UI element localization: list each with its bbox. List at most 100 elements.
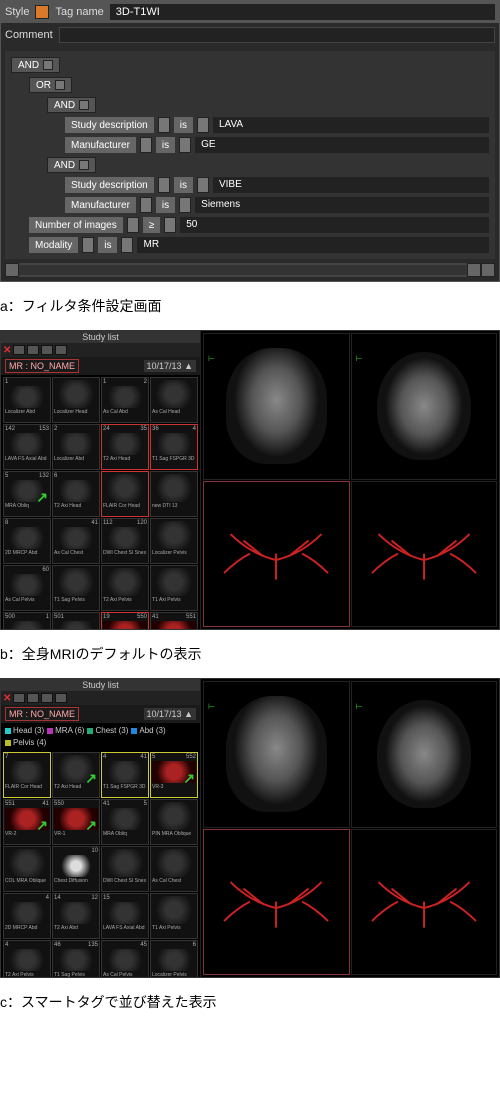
- study-row[interactable]: MR : NO_NAME 10/17/13 ▲: [1, 357, 200, 375]
- cmp-select[interactable]: is: [156, 197, 175, 213]
- thumbnail[interactable]: FLAIR Cor Head: [101, 471, 149, 517]
- thumbnail[interactable]: 1412T2 Axi Abd: [52, 893, 100, 939]
- thumbnail[interactable]: new DTI 13: [150, 471, 198, 517]
- dropdown-icon[interactable]: [79, 100, 89, 110]
- scroll-right-icon[interactable]: [467, 263, 481, 277]
- thumbnail[interactable]: 364T1 Sag FSPGR 3D: [150, 424, 198, 470]
- scroll-track[interactable]: [19, 265, 467, 275]
- thumbnail[interactable]: 41As Cal Chest: [52, 518, 100, 564]
- view-vessel-1[interactable]: [203, 481, 350, 628]
- thumbnail[interactable]: T2 Axi Pelvis: [101, 565, 149, 611]
- thumbnail[interactable]: 550VR-1↗: [52, 799, 100, 845]
- thumbnail[interactable]: 55141VR-2↗: [3, 799, 51, 845]
- thumbnail[interactable]: T2 Axi Head↗: [52, 752, 100, 798]
- cmp-select[interactable]: is: [174, 117, 193, 133]
- op-and-root[interactable]: AND: [11, 57, 60, 73]
- dropdown-icon[interactable]: [158, 177, 170, 193]
- thumbnail[interactable]: 5552VR-3↗: [150, 752, 198, 798]
- field-select[interactable]: Modality: [29, 237, 78, 253]
- tool-icon[interactable]: [27, 345, 39, 355]
- value-input[interactable]: Siemens: [195, 197, 489, 213]
- tag-chip[interactable]: Chest (3): [87, 726, 128, 735]
- view-vessel-1[interactable]: [203, 829, 350, 976]
- value-input[interactable]: VIBE: [213, 177, 489, 193]
- view-vessel-2[interactable]: [351, 481, 498, 628]
- view-coronal[interactable]: ⊢: [203, 333, 350, 480]
- cmp-select[interactable]: ≥: [143, 217, 161, 233]
- dropdown-icon[interactable]: [179, 197, 191, 213]
- dropdown-icon[interactable]: [127, 217, 139, 233]
- tagname-value[interactable]: 3D-T1WI: [110, 4, 495, 20]
- thumbnail[interactable]: COL MRA Oblique: [3, 846, 51, 892]
- dropdown-icon[interactable]: [197, 117, 209, 133]
- field-select[interactable]: Manufacturer: [65, 197, 136, 213]
- thumbnail[interactable]: 5001COL MRA Oblique: [3, 612, 51, 629]
- thumbnail[interactable]: 41551VR-2↗: [150, 612, 198, 629]
- thumbnail[interactable]: 2435T2 Axi Head: [101, 424, 149, 470]
- tag-chip[interactable]: MRA (6): [47, 726, 84, 735]
- thumbnail[interactable]: T1 Axi Pelvis: [150, 565, 198, 611]
- thumbnail[interactable]: 415MRA Obliq: [101, 799, 149, 845]
- thumbnail[interactable]: 82D MRCP Abd: [3, 518, 51, 564]
- dropdown-icon[interactable]: [158, 117, 170, 133]
- thumbnail[interactable]: 6T2 Axi Head: [52, 471, 100, 517]
- thumbnail[interactable]: 5132MRA Obliq↗: [3, 471, 51, 517]
- close-icon[interactable]: ✕: [3, 693, 11, 704]
- tag-chip[interactable]: Pelvis (4): [5, 738, 46, 747]
- thumbnail[interactable]: 7FLAIR Cor Head: [3, 752, 51, 798]
- scroll-end-icon[interactable]: [481, 263, 495, 277]
- tool-icon[interactable]: [13, 345, 25, 355]
- h-scrollbar[interactable]: [5, 263, 495, 277]
- dropdown-icon[interactable]: [55, 80, 65, 90]
- field-select[interactable]: Manufacturer: [65, 137, 136, 153]
- value-input[interactable]: 50: [180, 217, 489, 233]
- thumbnail[interactable]: 60As Cal Pelvis: [3, 565, 51, 611]
- scroll-left-icon[interactable]: [5, 263, 19, 277]
- thumbnail[interactable]: 10Chest Diffusion: [52, 846, 100, 892]
- field-select[interactable]: Number of images: [29, 217, 123, 233]
- dropdown-icon[interactable]: [82, 237, 94, 253]
- close-icon[interactable]: ✕: [3, 345, 11, 356]
- thumbnail[interactable]: 46135T1 Sag Pelvis: [52, 940, 100, 977]
- thumbnail[interactable]: 12As Cal Abd: [101, 377, 149, 423]
- thumbnail[interactable]: 6Localizer Pelvis: [150, 940, 198, 977]
- thumbnail[interactable]: 501PIN MRA Oblique: [52, 612, 100, 629]
- op-or[interactable]: OR: [29, 77, 72, 93]
- thumbnail[interactable]: 42D MRCP Abd: [3, 893, 51, 939]
- dropdown-icon[interactable]: [121, 237, 133, 253]
- op-and-g1[interactable]: AND: [47, 97, 96, 113]
- view-axial[interactable]: ⊢: [351, 681, 498, 828]
- dropdown-icon[interactable]: [43, 60, 53, 70]
- tool-icon[interactable]: [41, 345, 53, 355]
- thumbnail[interactable]: T1 Axi Pelvis: [150, 893, 198, 939]
- tool-icon[interactable]: [55, 693, 67, 703]
- thumbnail[interactable]: As Cal Head: [150, 377, 198, 423]
- value-input[interactable]: MR: [137, 237, 489, 253]
- thumbnail[interactable]: Localizer Pelvis: [150, 518, 198, 564]
- cmp-select[interactable]: is: [98, 237, 117, 253]
- cmp-select[interactable]: is: [156, 137, 175, 153]
- thumbnail[interactable]: 112120DWI Chest SI Snex: [101, 518, 149, 564]
- field-select[interactable]: Study description: [65, 177, 154, 193]
- op-and-g2[interactable]: AND: [47, 157, 96, 173]
- study-row[interactable]: MR : NO_NAME 10/17/13 ▲: [1, 705, 200, 723]
- dropdown-icon[interactable]: [179, 137, 191, 153]
- value-input[interactable]: GE: [195, 137, 489, 153]
- view-axial[interactable]: ⊢: [351, 333, 498, 480]
- style-swatch[interactable]: [35, 5, 49, 19]
- thumbnail[interactable]: 45As Cal Pelvis: [101, 940, 149, 977]
- view-vessel-2[interactable]: [351, 829, 498, 976]
- dropdown-icon[interactable]: [164, 217, 176, 233]
- thumbnail[interactable]: 142153LAVA FS Axial Abd: [3, 424, 51, 470]
- tool-icon[interactable]: [55, 345, 67, 355]
- dropdown-icon[interactable]: [140, 137, 152, 153]
- thumbnail[interactable]: 19550VR-1↗: [101, 612, 149, 629]
- tool-icon[interactable]: [27, 693, 39, 703]
- thumbnail[interactable]: DWI Chest SI Snex: [101, 846, 149, 892]
- thumbnail[interactable]: Localizer Head: [52, 377, 100, 423]
- thumbnail[interactable]: 4T2 Axi Pelvis: [3, 940, 51, 977]
- dropdown-icon[interactable]: [140, 197, 152, 213]
- field-select[interactable]: Study description: [65, 117, 154, 133]
- thumbnail[interactable]: 441T1 Sag FSPGR 3D: [101, 752, 149, 798]
- thumbnail[interactable]: As Cal Chest: [150, 846, 198, 892]
